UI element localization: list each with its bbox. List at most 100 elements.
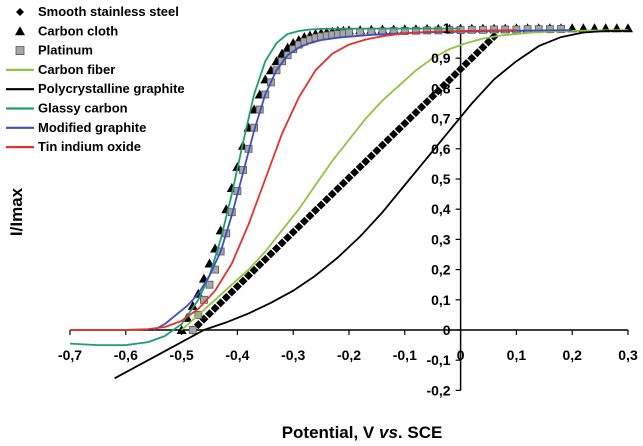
- y-tick-label: 0,8: [431, 80, 451, 96]
- y-tick-label: 0,9: [431, 50, 451, 66]
- y-axis-label: I/Imax: [7, 187, 26, 236]
- series-line-polycrystalline-graphite: [114, 30, 628, 380]
- data-point: [467, 53, 477, 63]
- data-point: [232, 282, 242, 292]
- x-tick-label: 0,3: [618, 347, 638, 363]
- series-platinum: [188, 25, 565, 334]
- y-tick-label: 0,4: [431, 201, 451, 217]
- x-tick-label: 0,2: [562, 347, 582, 363]
- data-point: [266, 249, 276, 259]
- legend-item-smooth-stainless-steel: Smooth stainless steel: [16, 4, 179, 19]
- series-carbon-cloth: [176, 23, 633, 334]
- x-axis-label-part-3: . SCE: [398, 423, 442, 442]
- series-smooth-stainless-steel: [188, 31, 499, 335]
- data-point: [394, 124, 404, 134]
- data-point: [333, 184, 343, 194]
- data-point: [355, 162, 365, 172]
- legend: Smooth stainless steel Carbon cloth Platin…: [6, 4, 185, 154]
- legend-label: Polycrystalline graphite: [38, 81, 185, 96]
- legend-item-modified-graphite: Modified graphite: [6, 120, 146, 135]
- data-point: [428, 91, 438, 101]
- data-point: [400, 27, 409, 35]
- series-tin-indium-oxide: [70, 29, 517, 331]
- data-point: [523, 25, 532, 34]
- data-point: [412, 26, 420, 35]
- y-tick-label: 0,1: [431, 292, 451, 308]
- legend-label: Carbon cloth: [38, 23, 118, 38]
- legend-item-carbon-cloth: Carbon cloth: [15, 23, 118, 38]
- tick-labels: -0,7 -0,6 -0,5 -0,4 -0,3 -0,2 -0,1 0 0,1 0,2 0,3 -0…: [58, 20, 638, 398]
- y-tick-label: 1: [443, 20, 451, 36]
- legend-label: Glassy carbon: [38, 101, 128, 116]
- legend-swatch: [15, 46, 25, 55]
- legend-item-carbon-fiber: Carbon fiber: [6, 62, 115, 77]
- data-point: [478, 42, 488, 52]
- data-point: [422, 97, 432, 107]
- data-point: [227, 287, 237, 297]
- data-point: [445, 26, 454, 35]
- series-line-glassy-carbon: [69, 27, 461, 346]
- data-point: [238, 276, 248, 286]
- y-tick-label: 0,3: [431, 231, 451, 247]
- legend-item-polycrystalline-graphite: Polycrystalline graphite: [6, 81, 185, 96]
- y-tick-label: 0,5: [431, 171, 451, 187]
- data-point: [439, 80, 449, 90]
- legend-item-glassy-carbon: Glassy carbon: [6, 101, 128, 116]
- legend-swatch: [15, 26, 25, 36]
- data-point: [221, 292, 231, 302]
- legend-label: Tin indium oxide: [38, 139, 141, 154]
- data-point: [283, 233, 293, 243]
- x-tick-label: -0,4: [225, 347, 249, 363]
- y-tick-label: -0,2: [426, 382, 450, 398]
- x-axis-label-part-2: vs: [379, 423, 398, 442]
- y-tick-label: 0,2: [431, 262, 451, 278]
- x-axis-label: Potential, V vs. SCE: [282, 423, 443, 442]
- x-tick-label: -0,2: [337, 347, 361, 363]
- data-point: [472, 48, 482, 58]
- legend-label: Smooth stainless steel: [38, 4, 179, 19]
- data-point: [450, 70, 460, 80]
- data-point: [366, 151, 376, 161]
- data-point: [417, 102, 427, 112]
- data-point: [299, 216, 309, 226]
- data-point: [255, 260, 265, 270]
- x-tick-label: -0,5: [170, 347, 194, 363]
- data-point: [216, 298, 226, 308]
- x-axis-label-part-1: Potential, V: [282, 423, 379, 442]
- plot-area: [69, 23, 633, 380]
- data-point: [260, 254, 270, 264]
- legend-item-platinum: Platinum: [15, 43, 93, 58]
- data-point: [210, 303, 220, 313]
- legend-swatch: [16, 8, 24, 16]
- legend-label: Modified graphite: [38, 120, 146, 135]
- x-tick-label: -0,1: [393, 347, 417, 363]
- data-point: [294, 222, 304, 232]
- data-point: [444, 75, 454, 85]
- data-point: [249, 265, 259, 275]
- x-tick-label: 0: [457, 347, 465, 363]
- series-modified-graphite: [153, 29, 573, 331]
- data-point: [327, 189, 337, 199]
- series-line-tin-indium-oxide: [70, 29, 517, 331]
- data-point: [278, 57, 286, 66]
- y-tick-label: 0: [443, 322, 451, 338]
- data-point: [188, 326, 197, 334]
- data-point: [389, 129, 399, 139]
- x-tick-label: -0,3: [281, 347, 305, 363]
- y-tick-label: 0,6: [431, 141, 451, 157]
- data-point: [411, 108, 421, 118]
- series-line-modified-graphite: [153, 29, 573, 331]
- data-point: [434, 26, 443, 35]
- legend-label: Carbon fiber: [38, 62, 115, 77]
- series-line-carbon-fiber: [180, 29, 628, 331]
- data-point: [305, 211, 315, 221]
- data-point: [316, 200, 326, 210]
- x-tick-label: -0,7: [58, 347, 82, 363]
- data-point: [361, 156, 371, 166]
- data-point: [461, 59, 471, 69]
- series-polycrystalline-graphite: [114, 30, 628, 380]
- data-point: [288, 227, 298, 237]
- data-point: [344, 173, 354, 183]
- data-point: [311, 205, 321, 215]
